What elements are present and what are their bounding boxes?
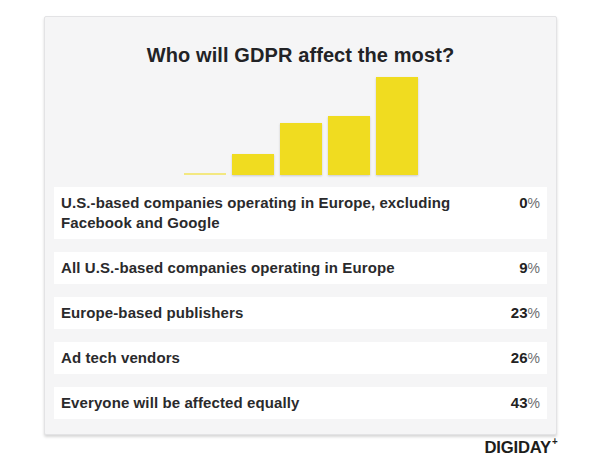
result-row: Ad tech vendors 26% <box>54 342 547 374</box>
bar <box>232 154 274 175</box>
digiday-logo-text: DIGIDAY <box>485 438 552 457</box>
percent-sign: % <box>528 350 540 366</box>
percent-sign: % <box>528 305 540 321</box>
result-label: Ad tech vendors <box>61 348 180 368</box>
result-value-number: 9 <box>519 259 527 276</box>
chart-title: Who will GDPR affect the most? <box>54 41 547 69</box>
result-value-number: 26 <box>511 349 528 366</box>
digiday-logo: DIGIDAY+ <box>485 438 557 458</box>
percent-sign: % <box>528 195 540 211</box>
result-value-number: 0 <box>519 194 527 211</box>
result-value: 9% <box>519 258 540 278</box>
result-value-number: 23 <box>511 304 528 321</box>
result-value: 26% <box>511 348 540 368</box>
bar <box>184 173 226 175</box>
result-label: U.S.-based companies operating in Europe… <box>61 193 461 233</box>
page-background: Who will GDPR affect the most? U.S.-base… <box>0 0 600 476</box>
result-label: All U.S.-based companies operating in Eu… <box>61 258 395 278</box>
bar <box>328 116 370 175</box>
survey-chart-card: Who will GDPR affect the most? U.S.-base… <box>44 16 557 435</box>
bar-chart <box>54 69 547 175</box>
result-value: 0% <box>519 193 540 213</box>
result-row: U.S.-based companies operating in Europe… <box>54 187 547 239</box>
result-row: All U.S.-based companies operating in Eu… <box>54 252 547 284</box>
result-label: Europe-based publishers <box>61 303 243 323</box>
result-row: Everyone will be affected equally 43% <box>54 387 547 419</box>
result-value: 43% <box>511 393 540 413</box>
result-label: Everyone will be affected equally <box>61 393 299 413</box>
results-list: U.S.-based companies operating in Europe… <box>54 187 547 419</box>
bar <box>376 77 418 175</box>
result-value-number: 43 <box>511 394 528 411</box>
result-value: 23% <box>511 303 540 323</box>
result-row: Europe-based publishers 23% <box>54 297 547 329</box>
percent-sign: % <box>528 395 540 411</box>
digiday-plus-icon: + <box>552 436 558 447</box>
bar <box>280 123 322 175</box>
percent-sign: % <box>528 260 540 276</box>
